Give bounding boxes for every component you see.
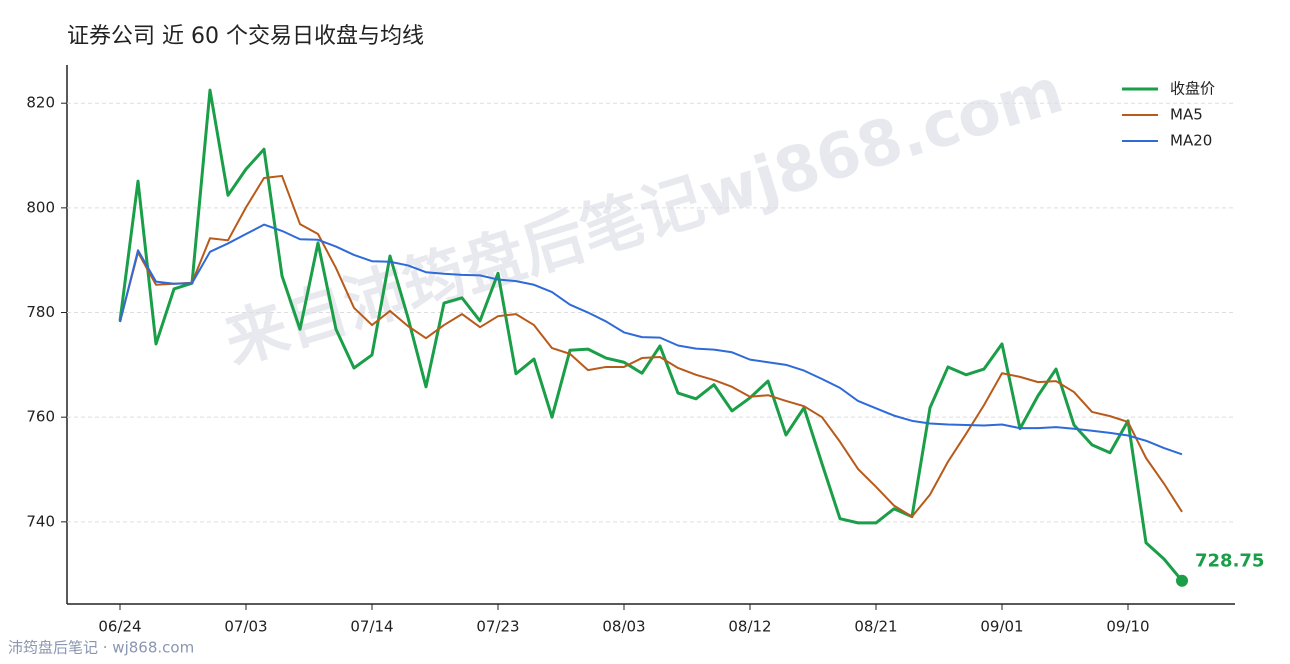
x-tick-label: 08/21 <box>854 618 897 636</box>
y-tick-label: 780 <box>26 303 55 321</box>
x-tick-label: 07/23 <box>476 618 519 636</box>
last-point <box>1176 574 1188 587</box>
legend-label: MA20 <box>1170 132 1212 150</box>
source: 沛筠盘后笔记 · wj868.com <box>8 639 194 657</box>
series-line <box>119 223 1183 456</box>
x-tick-label: 08/03 <box>602 618 645 636</box>
x-tick-label: 07/14 <box>350 618 393 636</box>
x-tick-label: 08/12 <box>728 618 771 636</box>
x-tick-label: 09/10 <box>1106 618 1149 636</box>
x-tick-label: 06/24 <box>98 618 141 636</box>
legend-label: 收盘价 <box>1170 80 1215 98</box>
chart-title: 证券公司 近 60 个交易日收盘与均线 <box>67 24 424 49</box>
y-tick-label: 740 <box>26 512 55 530</box>
y-tick-label: 820 <box>26 94 55 112</box>
y-tick-label: 800 <box>26 198 55 216</box>
watermark: 来自沛筠盘后笔记wj868.com <box>216 53 1071 378</box>
series-line <box>118 88 1184 582</box>
last-value-label: 728.75 <box>1195 551 1264 572</box>
x-tick-label: 07/03 <box>224 618 267 636</box>
legend-label: MA5 <box>1170 106 1203 124</box>
x-tick-label: 09/01 <box>980 618 1023 636</box>
y-tick-label: 760 <box>26 408 55 426</box>
series-line <box>119 174 1183 518</box>
